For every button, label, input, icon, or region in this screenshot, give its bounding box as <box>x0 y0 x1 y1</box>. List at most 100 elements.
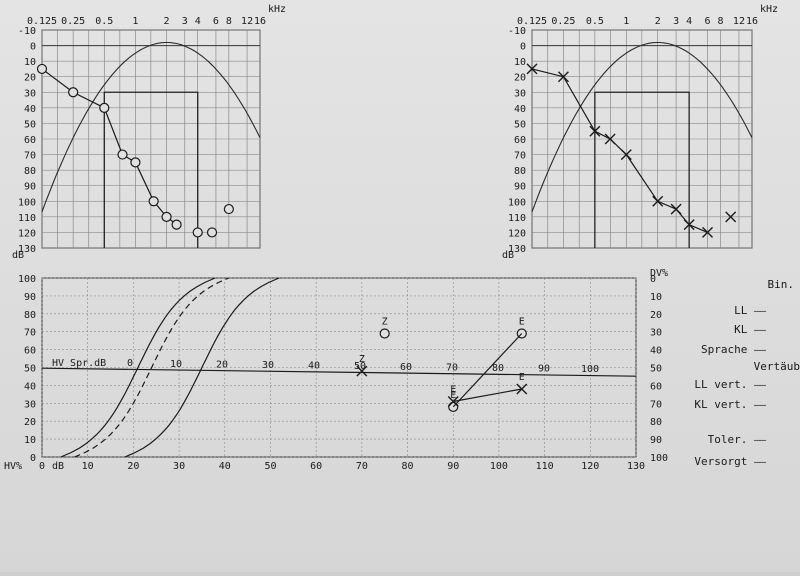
x-tick-label: 4 <box>686 16 692 27</box>
y-right-tick-label: 10 <box>650 292 662 303</box>
speech-connector <box>453 388 522 403</box>
x-tick-label: 8 <box>226 16 232 27</box>
x-tick-label: 6 <box>705 16 711 27</box>
audiogram-right-panel: 0.125 0.25 0.5 1 2 3 4 6 8 12 16kHz-10010203040506… <box>12 4 286 261</box>
x-tick-label: 3 <box>182 16 188 27</box>
hv-scale-tick: 60 <box>400 362 412 373</box>
hv-scale-tick: 30 <box>262 360 274 371</box>
hv-scale-tick: 20 <box>216 359 228 370</box>
x-tick-label: 120 <box>581 461 599 472</box>
y-tick-label: 80 <box>24 166 36 177</box>
y-left-tick-label: 10 <box>24 435 36 446</box>
y-tick-label: 30 <box>514 88 526 99</box>
x-tick-label: 1 <box>623 16 629 27</box>
y-tick-label: 80 <box>514 166 526 177</box>
y-left-tick-label: 20 <box>24 417 36 428</box>
x-tick-label: 0.25 <box>551 16 575 27</box>
y-tick-label: 120 <box>508 228 526 239</box>
y-right-tick-label: 70 <box>650 399 662 410</box>
reference-curve <box>41 41 261 213</box>
y-tick-label: 100 <box>18 197 36 208</box>
y-tick-label: 50 <box>24 119 36 130</box>
data-point-circle <box>171 219 182 230</box>
y-tick-label: 20 <box>24 73 36 84</box>
x-tick-label: 80 <box>402 461 414 472</box>
hv-speech-line <box>41 367 637 377</box>
x-tick-label: 2 <box>164 16 170 27</box>
x-tick-label: 1 <box>132 16 138 27</box>
data-point-cross <box>702 226 714 238</box>
x-unit-label: kHz <box>760 4 778 15</box>
y-tick-label: 90 <box>24 182 36 193</box>
x-tick-label: 30 <box>173 461 185 472</box>
hv-scale-tick: 40 <box>308 361 320 372</box>
legend-item-sprache: Sprache —— <box>700 343 766 356</box>
x-tick-label: 60 <box>310 461 322 472</box>
data-point-circle <box>68 87 79 98</box>
speech-point-circle <box>379 328 390 339</box>
y-unit-label: dB <box>12 250 24 261</box>
data-point-circle <box>117 149 128 160</box>
data-point-circle <box>192 227 203 238</box>
x-tick-label: 16 <box>254 16 266 27</box>
y-tick-label: 40 <box>514 104 526 115</box>
legend-item-kl-vert: KL vert. —— <box>694 398 766 411</box>
legend-item-versorgt: Versorgt —— <box>694 455 766 468</box>
data-point-cross <box>526 63 538 75</box>
legend-item-ll-vert: LL vert. —— <box>694 378 766 391</box>
data-point-circle <box>223 203 234 215</box>
y-right-tick-label: 0 <box>650 274 656 285</box>
y-tick-label: -10 <box>508 26 526 37</box>
y-tick-label: 20 <box>514 73 526 84</box>
y-left-tick-label: 70 <box>24 328 36 339</box>
x-tick-label: 0.125 <box>517 16 547 27</box>
y-right-tick-label: 20 <box>650 310 662 321</box>
speech-point-label: Z <box>382 316 388 327</box>
data-point-circle <box>148 196 159 207</box>
x-tick-label: 100 <box>490 461 508 472</box>
y-right-label: DV% <box>650 268 668 279</box>
x-unit-label: dB <box>52 461 64 472</box>
x-tick-label: 10 <box>82 461 94 472</box>
data-point-cross <box>557 71 569 83</box>
data-point-cross <box>604 133 616 145</box>
y-tick-label: 30 <box>24 88 36 99</box>
y-left-tick-label: 80 <box>24 310 36 321</box>
hv-scale-tick: 0 <box>127 358 133 369</box>
x-tick-label: 2 <box>655 16 661 27</box>
x-tick-label: 0.125 <box>27 16 57 27</box>
x-unit-label: kHz <box>268 4 286 15</box>
x-tick-label: 90 <box>447 461 459 472</box>
hv-scale-tick: 80 <box>492 363 504 374</box>
frequency-region-box <box>594 91 690 248</box>
data-point-circle <box>36 63 48 75</box>
hv-scale-tick: 100 <box>581 364 599 375</box>
y-tick-label: 70 <box>24 151 36 162</box>
audiogram-left-panel: 0.125 0.25 0.5 1 2 3 4 6 8 12 16kHz-10010203040506… <box>502 4 778 261</box>
x-tick-label: 8 <box>718 16 724 27</box>
x-tick-label: 6 <box>213 16 219 27</box>
y-right-tick-label: 80 <box>650 417 662 428</box>
legend-item-vertaeub: Vertäub <box>753 360 800 373</box>
speech-point-label: E <box>519 316 525 327</box>
y-tick-label: 110 <box>18 213 36 224</box>
y-tick-label: 130 <box>18 244 36 255</box>
y-left-tick-label: 90 <box>24 292 36 303</box>
frequency-region-box <box>103 91 199 248</box>
x-tick-label: 3 <box>673 16 679 27</box>
y-tick-label: 130 <box>508 244 526 255</box>
x-tick-label: 20 <box>127 461 139 472</box>
y-tick-label: 110 <box>508 213 526 224</box>
legend-item-toler: Toler. —— <box>707 433 766 446</box>
y-tick-label: 70 <box>514 151 526 162</box>
y-left-label: HV% <box>4 461 22 472</box>
legend-heading: Bin. <box>767 278 795 291</box>
data-point-cross <box>670 203 682 215</box>
x-tick-label: 16 <box>746 16 758 27</box>
discrimination-curve-shifted <box>124 277 280 458</box>
hv-scale-tick: 90 <box>538 364 550 375</box>
data-point-cross <box>589 125 601 137</box>
y-right-tick-label: 40 <box>650 346 662 357</box>
